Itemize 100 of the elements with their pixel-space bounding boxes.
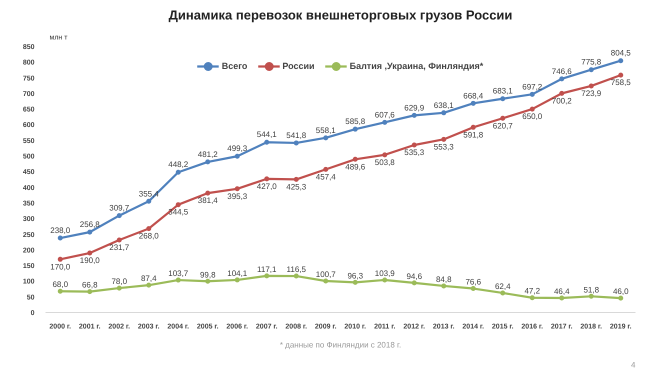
point: [500, 116, 506, 121]
point: [618, 296, 624, 301]
point: [618, 72, 624, 78]
point: [441, 136, 446, 142]
data-label: 541,8: [286, 130, 307, 140]
point: [205, 190, 210, 196]
data-label: 544,1: [256, 130, 278, 140]
point: [146, 226, 152, 232]
data-label: 683,1: [492, 86, 514, 96]
point: [58, 288, 63, 294]
point: [382, 120, 388, 125]
data-label: 775,8: [581, 58, 602, 67]
point: [87, 250, 92, 256]
data-label: 481,2: [198, 150, 218, 159]
data-label: 448,2: [168, 160, 189, 170]
point: [264, 176, 270, 182]
point: [205, 278, 210, 284]
point: [412, 280, 417, 286]
data-label: 629,9: [404, 103, 425, 112]
point: [588, 83, 594, 88]
point: [87, 230, 92, 235]
point: [176, 202, 181, 208]
data-label: 78,0: [111, 277, 128, 286]
point: [530, 106, 535, 112]
data-label: 84,8: [436, 274, 452, 284]
data-label: 607,6: [374, 110, 396, 120]
data-label: 697,2: [522, 82, 543, 92]
chart-title: Динамика перевозок внешнеторговых грузов России: [168, 8, 512, 22]
data-label: 638,1: [434, 100, 454, 110]
legend-label: России: [282, 61, 315, 71]
data-label: 116,5: [286, 265, 307, 274]
data-label: 585,8: [345, 117, 366, 126]
point: [323, 166, 328, 172]
data-label: 104,1: [227, 268, 248, 278]
text: 4: [631, 360, 636, 370]
data-label: 344,5: [168, 208, 189, 217]
point: [352, 126, 358, 132]
point: [412, 112, 417, 118]
data-label: 66,8: [82, 280, 98, 290]
data-label: 268,0: [138, 232, 160, 241]
point: [116, 286, 122, 291]
data-label: 700,2: [552, 96, 572, 106]
point: [530, 295, 535, 300]
data-label: 503,8: [374, 158, 396, 167]
point: [470, 100, 476, 106]
data-label: 723,9: [581, 88, 602, 98]
point: [116, 237, 122, 242]
data-label: 68,0: [52, 280, 69, 290]
point: [294, 140, 299, 146]
data-label: 489,6: [345, 162, 366, 172]
data-label: 668,4: [463, 91, 484, 100]
point: [264, 140, 270, 145]
point: [234, 154, 240, 159]
data-label: 381,4: [198, 196, 218, 206]
point: [294, 274, 299, 279]
point: [146, 198, 152, 204]
point: [559, 295, 564, 300]
data-label: 558,1: [316, 126, 336, 135]
text: * данные по Финляндии с 2018 г.: [280, 340, 402, 350]
point: [176, 278, 181, 283]
data-label: 427,0: [256, 182, 278, 191]
point: [352, 280, 358, 285]
data-label: 170,0: [50, 262, 71, 272]
data-label: 395,3: [227, 192, 248, 201]
data-label: 758,5: [610, 78, 632, 88]
point: [234, 186, 240, 192]
data-label: 620,7: [492, 121, 514, 130]
point: [352, 156, 358, 162]
data-label: 499,3: [227, 144, 248, 154]
data-label: 99,8: [200, 270, 216, 280]
point: [588, 294, 594, 299]
point: [618, 58, 624, 64]
point: [234, 277, 240, 282]
point: [470, 124, 476, 130]
point: [470, 286, 476, 292]
data-label: 746,6: [552, 66, 572, 76]
data-label: 190,0: [80, 256, 100, 266]
data-label: 46,0: [612, 287, 630, 296]
data-label: 103,7: [168, 269, 189, 278]
data-label: 804,5: [610, 48, 632, 58]
data-label: 117,1: [257, 264, 278, 274]
data-label: 47,2: [524, 286, 541, 296]
point: [412, 142, 417, 148]
data-label: 62,4: [494, 282, 512, 291]
data-label: 425,3: [286, 182, 307, 192]
point: [559, 90, 564, 96]
data-label: 231,7: [109, 242, 130, 252]
point: [176, 170, 181, 175]
data-label: 76,6: [465, 278, 482, 287]
point: [264, 273, 270, 278]
point: [58, 236, 63, 241]
data-label: 87,4: [140, 274, 158, 284]
point: [382, 152, 388, 158]
point: [441, 110, 446, 116]
data-label: 51,8: [583, 285, 600, 294]
point: [323, 135, 328, 140]
point: [559, 76, 564, 82]
data-label: 256,8: [80, 220, 100, 230]
data-label: 94,6: [406, 272, 423, 281]
data-label: 238,0: [50, 226, 71, 236]
